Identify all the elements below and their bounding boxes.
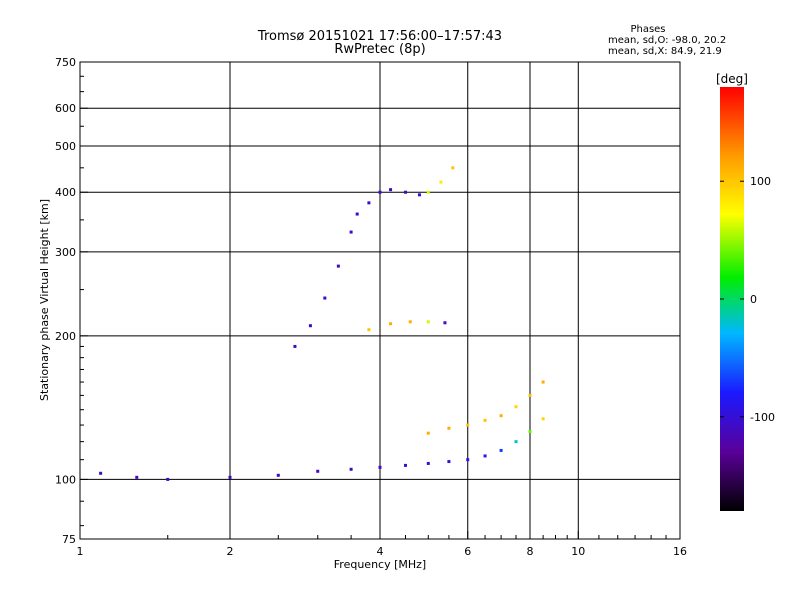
- data-point: [308, 324, 312, 328]
- data-points: [99, 166, 545, 481]
- y-tick-label: 500: [55, 140, 76, 153]
- stats-line-o: mean, sd,O: -98.0, 20.2: [608, 35, 726, 46]
- x-tick-label: 16: [673, 545, 687, 558]
- data-point: [378, 190, 382, 194]
- data-point: [367, 201, 371, 205]
- data-point: [541, 417, 545, 421]
- colorbar-tick-label: -100: [750, 411, 775, 424]
- colorbar-tick-label: 0: [750, 293, 757, 306]
- data-point: [403, 190, 407, 194]
- data-point: [349, 230, 353, 234]
- data-point: [276, 473, 280, 477]
- data-point: [426, 320, 430, 324]
- data-point: [336, 264, 340, 268]
- x-axis-label: Frequency [MHz]: [334, 558, 426, 571]
- colorbar-tick-label: 100: [750, 175, 771, 188]
- x-tick-label: 1: [77, 545, 84, 558]
- data-point: [443, 321, 447, 325]
- data-point: [389, 322, 393, 326]
- data-point: [528, 430, 532, 434]
- chart-subtitle: RwPretec (8p): [334, 42, 425, 57]
- data-point: [228, 475, 232, 479]
- x-tick-label: 6: [464, 545, 471, 558]
- data-point: [447, 460, 451, 464]
- data-point: [426, 461, 430, 465]
- x-tick-label: 4: [377, 545, 384, 558]
- data-point: [166, 477, 170, 481]
- colorbar-ticks: 100 0 -100: [720, 175, 775, 424]
- data-point: [293, 344, 297, 348]
- y-tick-label: 100: [55, 473, 76, 486]
- data-point: [514, 405, 518, 409]
- data-point: [426, 431, 430, 435]
- axis-ticks: 1 2 4 6 8 10 16 75 100 200 300 400 500 600 750: [55, 56, 687, 558]
- data-point: [466, 423, 470, 427]
- x-tick-label: 2: [227, 545, 234, 558]
- plot-frame: [79, 61, 681, 540]
- data-point: [323, 296, 327, 300]
- colorbar-label: [deg]: [716, 72, 748, 86]
- y-tick-label: 200: [55, 330, 76, 343]
- data-point: [408, 320, 412, 324]
- data-point: [541, 380, 545, 384]
- y-tick-label: 75: [62, 533, 76, 546]
- data-point: [426, 190, 430, 194]
- data-point: [135, 475, 139, 479]
- stats-line-x: mean, sd,X: 84.9, 21.9: [608, 46, 722, 57]
- data-point: [483, 418, 487, 422]
- data-point: [403, 463, 407, 467]
- data-point: [447, 426, 451, 430]
- data-point: [378, 465, 382, 469]
- data-point: [514, 440, 518, 444]
- y-tick-label: 600: [55, 102, 76, 115]
- x-tick-label: 10: [571, 545, 585, 558]
- data-point: [389, 188, 393, 192]
- data-point: [499, 448, 503, 452]
- data-point: [316, 469, 320, 473]
- chart-title: Tromsø 20151021 17:56:00–17:57:43: [257, 29, 502, 44]
- y-axis-label: Stationary phase Virtual Height [km]: [38, 199, 51, 401]
- data-point: [99, 471, 103, 475]
- data-point: [528, 393, 532, 397]
- data-point: [466, 458, 470, 462]
- data-point: [499, 414, 503, 418]
- data-point: [355, 212, 359, 216]
- y-tick-label: 750: [55, 56, 76, 69]
- y-tick-label: 400: [55, 186, 76, 199]
- data-point: [367, 328, 371, 332]
- data-point: [417, 193, 421, 197]
- stats-heading: Phases: [630, 24, 665, 35]
- data-point: [483, 454, 487, 458]
- y-tick-label: 300: [55, 246, 76, 259]
- data-point: [439, 180, 443, 184]
- data-point: [349, 467, 353, 471]
- x-tick-label: 8: [527, 545, 534, 558]
- data-point: [451, 166, 455, 170]
